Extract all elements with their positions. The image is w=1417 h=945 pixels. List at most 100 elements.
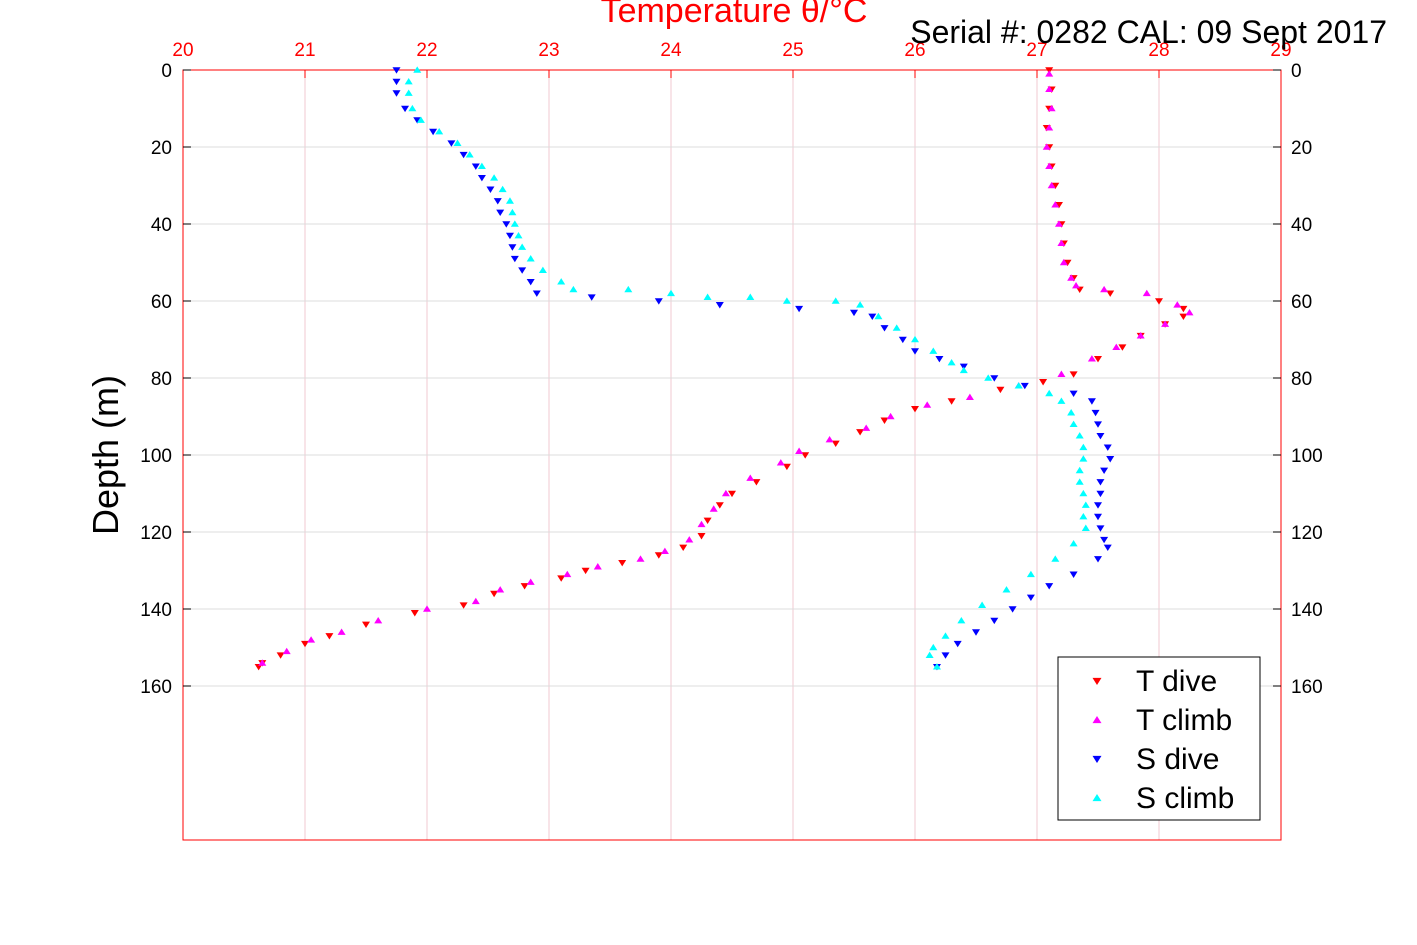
y-tick-label-right: 20: [1291, 138, 1312, 159]
data-point-t-climb: [1045, 70, 1054, 77]
data-point-s-dive: [1094, 556, 1102, 563]
legend-marker: [1092, 677, 1102, 686]
data-point-t-climb: [593, 563, 602, 570]
data-point-s-dive: [447, 140, 456, 147]
data-point-t-dive: [1118, 344, 1127, 351]
data-point-s-climb: [538, 266, 547, 273]
data-point-s-climb: [1057, 397, 1066, 404]
legend-marker: [1092, 793, 1102, 802]
data-point-s-climb: [557, 278, 566, 285]
data-point-s-climb: [404, 77, 413, 85]
data-point-t-climb: [1161, 320, 1170, 327]
data-point-t-climb: [697, 520, 706, 528]
data-point-t-climb: [1072, 282, 1081, 289]
data-point-t-climb: [471, 597, 480, 605]
data-point-t-climb: [1173, 301, 1182, 308]
data-point-t-climb: [685, 536, 694, 543]
y-tick-label-right: 160: [1291, 677, 1323, 698]
data-point-t-climb: [1054, 220, 1063, 227]
data-point-t-dive: [1063, 259, 1072, 267]
data-point-s-climb: [413, 66, 422, 73]
x-tick-label: 22: [416, 40, 437, 61]
data-point-s-climb: [477, 162, 486, 170]
data-point-t-dive: [911, 406, 919, 413]
data-point-t-climb: [1185, 308, 1194, 316]
data-point-s-dive: [505, 232, 514, 240]
data-point-s-climb: [526, 255, 535, 262]
data-point-t-dive: [752, 479, 761, 486]
legend: T dive T climb S dive S climb: [1057, 656, 1261, 821]
data-point-t-climb: [965, 393, 974, 401]
data-point-t-dive: [362, 621, 370, 628]
data-point-s-climb: [932, 663, 941, 670]
data-point-s-dive: [510, 255, 519, 263]
data-point-t-climb: [825, 436, 834, 443]
data-point-t-dive: [301, 640, 309, 648]
data-point-t-dive: [1155, 298, 1163, 305]
data-point-t-climb: [1051, 201, 1060, 208]
data-point-t-dive: [325, 633, 334, 640]
data-point-s-dive: [880, 325, 889, 332]
data-point-t-dive: [1051, 182, 1060, 190]
serial-cal-label: Serial #: 0282 CAL: 09 Sept 2017: [910, 14, 1387, 50]
data-point-s-climb: [831, 297, 840, 304]
data-point-s-dive: [1096, 525, 1105, 532]
data-point-s-dive: [1087, 398, 1096, 405]
data-point-s-dive: [392, 67, 401, 74]
data-point-s-climb: [408, 104, 417, 112]
y-tick-label-right: 40: [1291, 215, 1312, 236]
y-tick-label-left: 140: [140, 600, 172, 621]
data-point-t-climb: [795, 447, 804, 454]
data-point-s-dive: [715, 302, 724, 309]
data-point-s-dive: [1069, 390, 1078, 397]
data-point-t-dive: [410, 610, 419, 617]
x-tick-label: 25: [782, 40, 803, 61]
y-tick-label-left: 160: [140, 677, 172, 698]
y-tick-label-right: 140: [1291, 600, 1323, 621]
data-point-s-dive: [1094, 421, 1102, 428]
data-point-s-climb: [984, 374, 993, 381]
data-point-s-dive: [1103, 544, 1112, 551]
data-point-s-dive: [1096, 479, 1105, 486]
data-point-t-dive: [728, 490, 736, 498]
data-point-s-dive: [502, 221, 511, 228]
y-tick-label-left: 80: [151, 369, 172, 390]
y-tick-label-left: 120: [140, 523, 172, 544]
data-point-t-dive: [520, 583, 529, 590]
data-point-s-climb: [1026, 570, 1035, 578]
data-point-s-climb: [1079, 443, 1088, 451]
data-point-s-dive: [413, 117, 422, 124]
data-point-s-climb: [1002, 586, 1011, 593]
data-point-s-dive: [486, 186, 495, 193]
data-point-t-climb: [1047, 181, 1056, 189]
data-point-s-dive: [868, 313, 877, 320]
data-point-t-climb: [258, 659, 267, 666]
data-point-t-dive: [654, 552, 663, 559]
data-point-t-dive: [581, 567, 590, 575]
data-point-t-dive: [618, 560, 627, 567]
data-point-s-dive: [508, 244, 517, 251]
data-point-s-climb: [514, 231, 523, 239]
data-point-t-dive: [490, 590, 499, 598]
data-point-t-climb: [1057, 239, 1066, 247]
data-point-s-climb: [490, 174, 499, 181]
data-point-t-climb: [374, 616, 383, 624]
data-point-s-climb: [856, 301, 865, 308]
data-point-s-dive: [1100, 467, 1109, 474]
legend-label: T climb: [1136, 704, 1232, 737]
data-point-t-climb: [1045, 162, 1054, 170]
y-tick-label-right: 0: [1291, 61, 1302, 82]
data-point-t-dive: [996, 386, 1005, 394]
data-point-t-climb: [746, 474, 755, 481]
data-point-s-climb: [667, 289, 675, 297]
data-point-s-dive: [392, 78, 401, 86]
data-point-t-climb: [1045, 85, 1054, 93]
data-point-s-dive: [1069, 571, 1078, 578]
data-point-s-dive: [1106, 456, 1115, 463]
data-point-t-dive: [880, 417, 889, 424]
data-point-t-climb: [1067, 274, 1076, 281]
data-point-s-climb: [959, 366, 968, 374]
data-point-t-climb: [282, 647, 291, 655]
data-point-s-climb: [892, 324, 901, 331]
